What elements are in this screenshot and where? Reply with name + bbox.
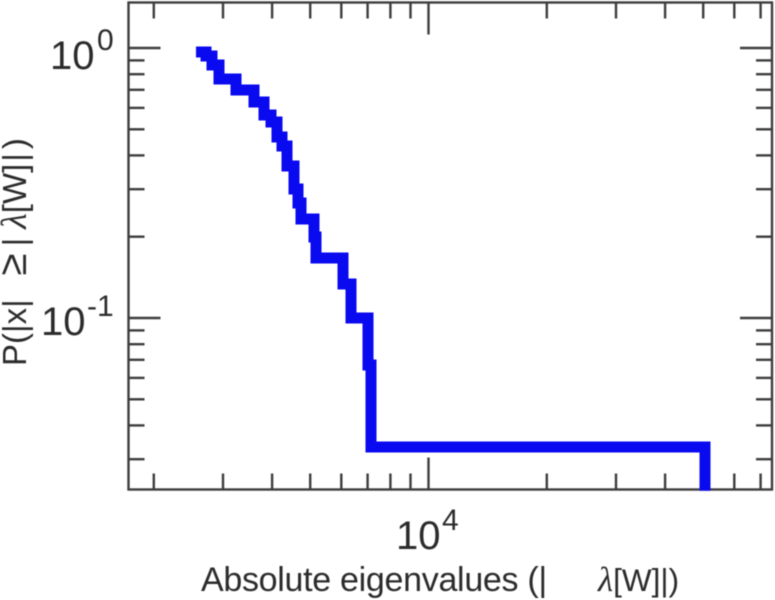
svg-text:10: 10 — [396, 514, 441, 558]
svg-text:0: 0 — [97, 24, 114, 57]
svg-text:4: 4 — [442, 504, 459, 537]
svg-text:-1: -1 — [87, 290, 114, 323]
svg-text:10: 10 — [41, 300, 86, 344]
svg-text:Absolute eigenvalues (|: Absolute eigenvalues (| — [201, 561, 547, 599]
svg-text:10: 10 — [50, 34, 95, 78]
svg-text:λ[W]|): λ[W]|) — [597, 560, 679, 599]
